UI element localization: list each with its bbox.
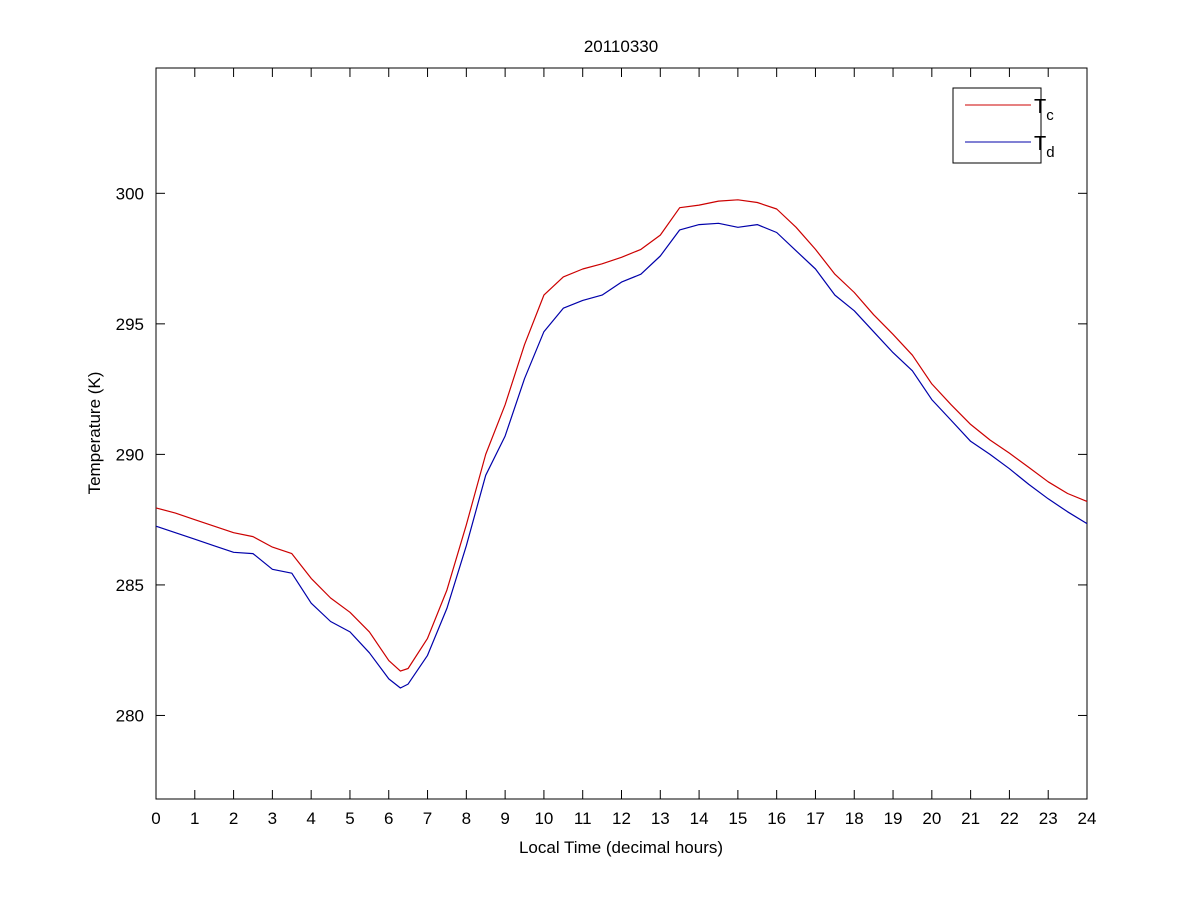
- x-tick-label: 19: [884, 809, 903, 828]
- x-tick-label: 3: [268, 809, 277, 828]
- x-tick-label: 18: [845, 809, 864, 828]
- x-tick-label: 4: [306, 809, 315, 828]
- x-tick-label: 24: [1078, 809, 1097, 828]
- x-tick-label: 17: [806, 809, 825, 828]
- y-axis-label: Temperature (K): [85, 372, 104, 495]
- x-tick-label: 13: [651, 809, 670, 828]
- x-tick-label: 22: [1000, 809, 1019, 828]
- series-lines: [155, 199, 1088, 689]
- x-tick-label: 21: [961, 809, 980, 828]
- x-tick-label: 20: [922, 809, 941, 828]
- x-tick-label: 6: [384, 809, 393, 828]
- axis-ticks: 0 1 2 3 4 5 6 7 8 9 10 11 12 13 14 15 16 17 18 19 20 21 22 23 24…: [116, 68, 1097, 828]
- y-tick-label: 280: [116, 706, 144, 725]
- x-tick-label: 16: [767, 809, 786, 828]
- legend-box: [952, 87, 1042, 164]
- y-tick-label: 300: [116, 184, 144, 203]
- plot-area: [155, 67, 1088, 800]
- x-tick-label: 23: [1039, 809, 1058, 828]
- x-tick-label: 9: [500, 809, 509, 828]
- x-tick-label: 15: [728, 809, 747, 828]
- x-tick-label: 12: [612, 809, 631, 828]
- y-tick-label: 290: [116, 445, 144, 464]
- chart-title: 20110330: [584, 37, 658, 56]
- x-tick-label: 14: [690, 809, 709, 828]
- x-tick-label: 11: [574, 809, 592, 828]
- x-tick-label: 7: [423, 809, 432, 828]
- y-tick-label: 295: [116, 315, 144, 334]
- x-tick-label: 10: [534, 809, 553, 828]
- x-axis-label: Local Time (decimal hours): [519, 838, 723, 857]
- x-tick-label: 5: [345, 809, 354, 828]
- x-tick-label: 8: [462, 809, 471, 828]
- x-tick-label: 0: [151, 809, 160, 828]
- legend: Tc Td: [952, 87, 1055, 164]
- x-tick-label: 2: [229, 809, 238, 828]
- x-tick-label: 1: [190, 809, 199, 828]
- y-tick-label: 285: [116, 576, 144, 595]
- legend-label-td: Td: [1034, 133, 1055, 161]
- series-line-tc: [155, 199, 1088, 672]
- legend-label-tc: Tc: [1034, 96, 1054, 124]
- series-line-td: [155, 222, 1088, 689]
